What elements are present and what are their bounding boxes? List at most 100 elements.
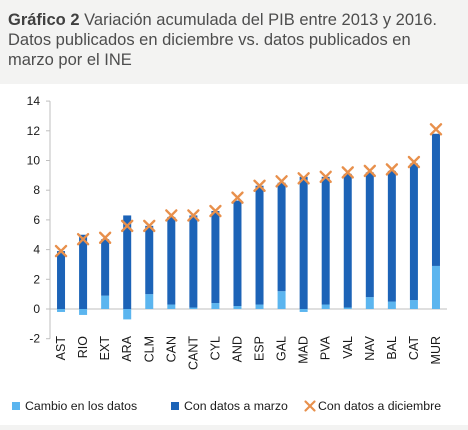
- bar-cambio: [409, 300, 418, 309]
- legend-label: Con datos a marzo: [184, 399, 288, 413]
- marker-stroke: [385, 163, 399, 176]
- y-tick-label: 12: [27, 124, 41, 138]
- y-tick-label: 4: [33, 243, 40, 257]
- bar-marzo: [431, 133, 440, 266]
- marker-diciembre: [341, 166, 354, 179]
- bar-cambio: [321, 304, 330, 309]
- marker-stroke: [143, 219, 156, 233]
- bar-cambio: [277, 291, 286, 309]
- bar-cambio: [211, 303, 220, 309]
- x-tick-label: PVA: [319, 335, 333, 360]
- marker-stroke: [253, 179, 266, 192]
- bar-marzo: [123, 215, 132, 309]
- marker-diciembre: [429, 123, 443, 136]
- marker-diciembre: [297, 172, 310, 185]
- bar-marzo: [101, 239, 110, 296]
- marker-stroke: [341, 166, 354, 179]
- marker-stroke: [297, 172, 310, 185]
- marker-stroke: [363, 164, 377, 178]
- legend-swatch: [171, 402, 179, 410]
- bar-marzo: [343, 173, 352, 308]
- marker-diciembre: [363, 164, 377, 178]
- marker-diciembre: [165, 209, 178, 222]
- marker-stroke: [429, 123, 443, 136]
- y-tick-label: -2: [29, 332, 40, 346]
- x-tick-label: GAL: [275, 336, 289, 361]
- bar-marzo: [211, 210, 220, 304]
- legend-label: Con datos a diciembre: [318, 399, 441, 413]
- marker-diciembre: [187, 209, 200, 222]
- bar-marzo: [277, 182, 286, 292]
- marker-diciembre: [385, 163, 399, 176]
- marker-diciembre: [143, 219, 156, 233]
- bar-cambio: [233, 306, 242, 309]
- marker-diciembre: [120, 219, 134, 233]
- legend-marker: [304, 400, 316, 412]
- x-tick-label: CYL: [208, 336, 222, 360]
- chart-title: Gráfico 2 Variación acumulada del PIB en…: [8, 10, 460, 70]
- bar-marzo: [321, 176, 330, 305]
- y-tick-label: 14: [27, 94, 41, 108]
- bar-cambio: [299, 309, 308, 312]
- bar-cambio: [343, 307, 352, 309]
- chart-title-bold: Gráfico 2: [8, 11, 80, 29]
- marker-diciembre: [253, 179, 266, 192]
- marker-diciembre: [54, 244, 68, 258]
- bar-marzo: [387, 170, 396, 302]
- marker-diciembre: [319, 170, 332, 184]
- bar-marzo: [409, 163, 418, 301]
- chart-title-text: Variación acumulada del PIB entre 2013 y…: [8, 11, 437, 69]
- bar-cambio: [365, 297, 374, 309]
- bar-marzo: [255, 185, 264, 305]
- chart-area: -2 0 2 4 6 8 10 12 14 AST RIO EXT ARA CLM CAN CANT CYL AN…: [0, 84, 468, 425]
- marker-stroke: [165, 209, 178, 222]
- x-tick-label: CLM: [142, 336, 156, 362]
- bar-cambio: [57, 309, 66, 312]
- marker-diciembre: [76, 233, 90, 246]
- marker-stroke: [209, 204, 222, 218]
- legend-swatch: [12, 402, 20, 410]
- bar-marzo: [57, 251, 66, 309]
- marker-stroke: [187, 209, 200, 222]
- marker-stroke: [231, 191, 244, 204]
- y-tick-label: 2: [33, 272, 40, 286]
- x-tick-label: RIO: [76, 336, 90, 359]
- x-tick-label: ARA: [120, 335, 134, 361]
- x-tick-label: AST: [54, 336, 68, 361]
- x-tick-label: AND: [230, 336, 244, 362]
- bar-cambio: [189, 307, 198, 309]
- marker-stroke: [120, 219, 134, 233]
- x-tick-label: NAV: [363, 335, 377, 360]
- marker-diciembre: [231, 191, 244, 204]
- y-tick-label: 6: [33, 213, 40, 227]
- x-tick-label: CAT: [407, 336, 421, 360]
- marker-stroke: [407, 155, 421, 169]
- bar-marzo: [299, 176, 308, 309]
- marker-diciembre: [209, 204, 222, 218]
- bar-cambio: [101, 295, 110, 309]
- bar-marzo: [79, 234, 88, 309]
- x-tick-label: CANT: [186, 336, 200, 370]
- x-tick-label: EXT: [98, 336, 112, 361]
- x-tick-label: MAD: [297, 336, 311, 364]
- marker-stroke: [76, 233, 90, 246]
- marker-stroke: [319, 170, 332, 184]
- marker-stroke: [98, 231, 112, 244]
- x-tick-label: ESP: [253, 336, 267, 361]
- bar-cambio: [79, 309, 88, 315]
- bar-cambio: [255, 304, 264, 309]
- bar-marzo: [233, 200, 242, 307]
- bar-marzo: [145, 225, 154, 295]
- marker-diciembre: [275, 175, 288, 188]
- x-tick-label: MUR: [429, 336, 443, 364]
- y-tick-label: 0: [33, 302, 40, 316]
- marker-diciembre: [98, 231, 112, 244]
- y-tick-label: 8: [33, 183, 40, 197]
- marker-stroke: [275, 175, 288, 188]
- y-tick-label: 10: [27, 154, 41, 168]
- bar-marzo: [365, 172, 374, 298]
- bar-marzo: [167, 216, 176, 305]
- legend-label: Cambio en los datos: [25, 399, 137, 413]
- bar-cambio: [387, 301, 396, 309]
- bar-cambio: [123, 309, 132, 320]
